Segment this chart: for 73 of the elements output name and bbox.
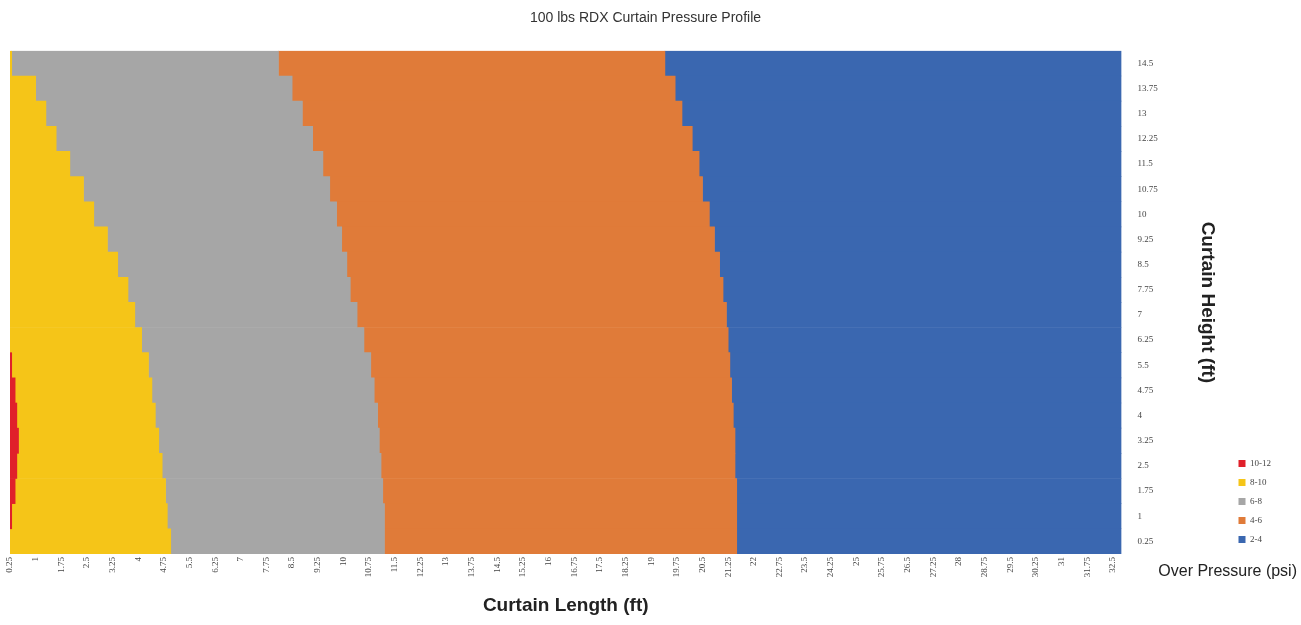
x-tick-label: 12.25: [414, 556, 425, 578]
x-tick-label: 19.75: [671, 556, 682, 578]
x-tick-label: 28.75: [979, 556, 990, 578]
legend-title: Over Pressure (psi): [1158, 562, 1297, 580]
x-tick-label: 9.25: [312, 556, 323, 573]
x-tick-label: 31: [1055, 556, 1066, 566]
y-tick-label: 12.25: [1137, 133, 1159, 144]
x-tick-label: 19: [645, 556, 656, 566]
x-tick-label: 16.75: [568, 556, 579, 578]
x-tick-label: 30.25: [1030, 556, 1041, 578]
x-tick-label: 18.25: [619, 556, 630, 578]
x-tick-label: 7: [235, 556, 246, 562]
y-tick-label: 9.25: [1137, 233, 1154, 244]
y-tick-label: 7.75: [1137, 284, 1154, 295]
x-tick-label: 26.5: [902, 556, 913, 573]
y-tick-label: 2.5: [1137, 460, 1150, 471]
y-tick-label: 13: [1137, 108, 1147, 119]
x-tick-label: 21.25: [722, 556, 733, 578]
y-tick-label: 13.75: [1137, 82, 1159, 93]
x-tick-label: 7.75: [260, 556, 271, 573]
x-tick-label: 5.5: [183, 556, 194, 569]
x-tick-label: 24.25: [825, 556, 836, 578]
y-tick-label: 4: [1137, 409, 1143, 420]
x-tick-label: 17.5: [594, 556, 605, 573]
x-tick-label: 13.75: [466, 556, 477, 578]
x-tick-label: 11.5: [389, 556, 400, 573]
y-tick-label: 1.75: [1137, 485, 1154, 496]
x-tick-label: 3.25: [106, 556, 117, 573]
x-tick-label: 28: [953, 556, 964, 566]
x-tick-label: 27.25: [927, 556, 938, 578]
x-tick-label: 31.75: [1081, 556, 1092, 578]
x-tick-label: 22.75: [773, 556, 784, 578]
y-tick-label: 0.25: [1137, 535, 1154, 546]
legend-label: 2-4: [1250, 533, 1263, 544]
y-tick-label: 3.25: [1137, 435, 1154, 446]
x-tick-label: 16: [542, 556, 553, 566]
chart-title: 100 lbs RDX Curtain Pressure Profile: [529, 9, 762, 26]
y-tick-label: 10.75: [1137, 183, 1159, 194]
x-tick-label: 8.5: [286, 556, 297, 569]
x-tick-label: 1.75: [55, 556, 66, 573]
x-tick-label: 2.5: [81, 556, 92, 569]
y-axis-title: Curtain Height (ft): [1197, 221, 1219, 384]
x-tick-label: 20.5: [696, 556, 707, 573]
legend-label: 4-6: [1250, 514, 1263, 525]
legend-label: 10-12: [1250, 457, 1271, 468]
y-tick-label: 8.5: [1137, 259, 1150, 269]
x-tick-label: 13: [440, 556, 451, 566]
x-tick-label: 4.75: [158, 556, 169, 573]
x-tick-label: 14.5: [491, 556, 502, 573]
legend-label: 8-10: [1250, 476, 1267, 487]
x-tick-label: 22: [748, 556, 759, 566]
y-tick-label: 1: [1137, 510, 1142, 521]
y-tick-label: 7: [1137, 309, 1143, 320]
legend-label: 6-8: [1250, 495, 1263, 506]
x-tick-label: 23.5: [799, 556, 810, 573]
x-tick-label: 1: [30, 556, 41, 562]
x-tick-label: 32.5: [1107, 556, 1118, 573]
x-tick-label: 25: [850, 556, 861, 566]
y-tick-label: 11.5: [1137, 158, 1154, 169]
x-axis-title: Curtain Length (ft): [482, 593, 649, 615]
y-tick-label: 14.5: [1137, 57, 1154, 68]
y-tick-label: 5.5: [1137, 359, 1150, 370]
x-tick-label: 29.5: [1004, 556, 1015, 573]
x-tick-label: 15.25: [517, 556, 528, 578]
x-tick-label: 10.75: [363, 556, 374, 578]
y-tick-label: 4.75: [1137, 384, 1154, 395]
x-tick-label: 0.25: [4, 556, 15, 573]
x-tick-label: 25.75: [876, 556, 887, 578]
x-tick-label: 10: [337, 556, 348, 566]
y-tick-label: 10: [1137, 208, 1147, 219]
y-tick-label: 6.25: [1137, 334, 1154, 345]
x-tick-label: 4: [132, 556, 143, 562]
x-tick-label: 6.25: [209, 556, 220, 573]
